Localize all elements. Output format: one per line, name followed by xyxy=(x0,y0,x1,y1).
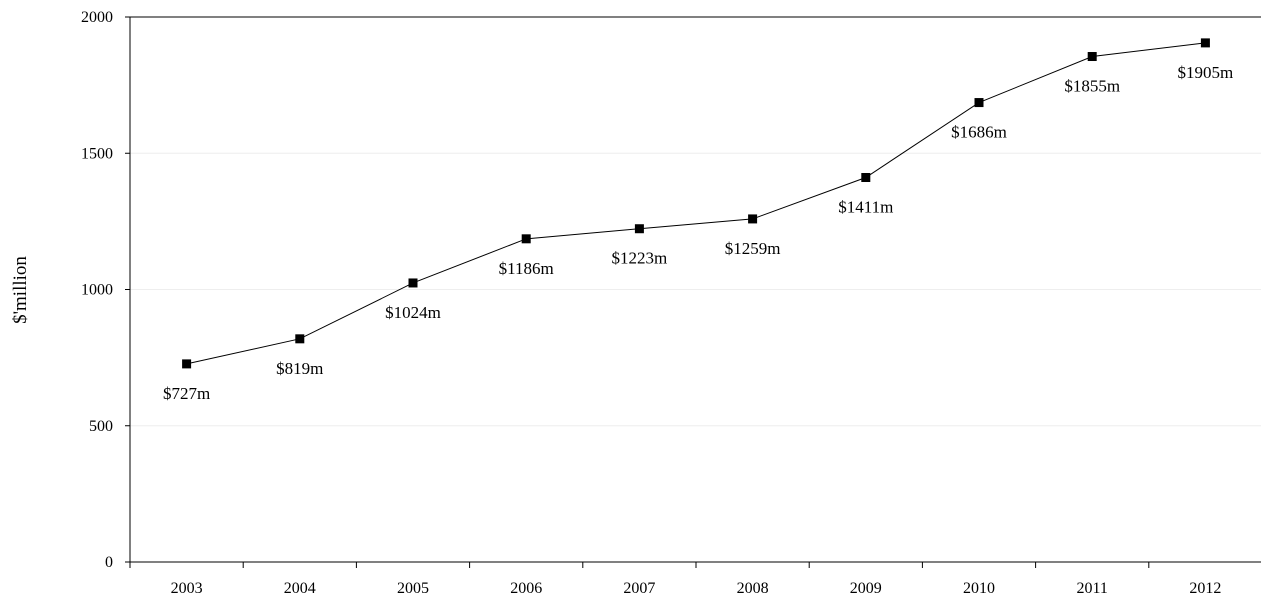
y-axis-title: $'million xyxy=(10,256,31,324)
x-tick-label: 2010 xyxy=(963,580,995,597)
y-tick-label: 2000 xyxy=(81,9,113,26)
data-point-marker xyxy=(748,214,758,224)
data-point-marker xyxy=(521,234,531,244)
y-tick-label: 1500 xyxy=(81,145,113,162)
data-label: $1259m xyxy=(725,239,781,258)
data-label: $1855m xyxy=(1064,77,1120,96)
y-tick-label: 1000 xyxy=(81,282,113,299)
axes: 0 500 1000 1500 2000 2003 2004 2005 2006 2007 2008… xyxy=(81,9,1261,597)
data-point-marker xyxy=(1087,52,1097,62)
data-label: $1024m xyxy=(385,303,441,322)
x-tick-label: 2008 xyxy=(737,580,769,597)
x-tick-label: 2007 xyxy=(623,580,655,597)
series xyxy=(182,38,1210,369)
x-tick-label: 2003 xyxy=(171,580,203,597)
data-label: $819m xyxy=(276,359,323,378)
data-point-marker xyxy=(182,359,192,369)
data-point-marker xyxy=(861,173,871,183)
data-point-marker xyxy=(1200,38,1210,48)
x-tick-label: 2006 xyxy=(510,580,542,597)
x-tick-label: 2004 xyxy=(284,580,316,597)
data-label: $1186m xyxy=(499,259,554,278)
data-point-marker xyxy=(295,334,305,344)
y-tick-label: 500 xyxy=(89,418,113,435)
x-tick-label: 2005 xyxy=(397,580,429,597)
data-label: $1686m xyxy=(951,123,1007,142)
data-label: $1905m xyxy=(1178,63,1234,82)
x-tick-label: 2009 xyxy=(850,580,882,597)
y-tick-label: 0 xyxy=(105,554,113,571)
data-point-marker xyxy=(974,98,984,108)
x-tick-label: 2011 xyxy=(1076,580,1107,597)
series-line xyxy=(186,42,1206,365)
labels: $727m $819m $1024m $1186m $1223m $1259m $1411m… xyxy=(163,63,1233,403)
data-point-marker xyxy=(408,278,418,288)
data-label: $1223m xyxy=(612,249,668,268)
data-point-marker xyxy=(634,224,644,234)
data-label: $727m xyxy=(163,384,210,403)
data-label: $1411m xyxy=(838,198,893,217)
x-tick-label: 2012 xyxy=(1189,580,1221,597)
